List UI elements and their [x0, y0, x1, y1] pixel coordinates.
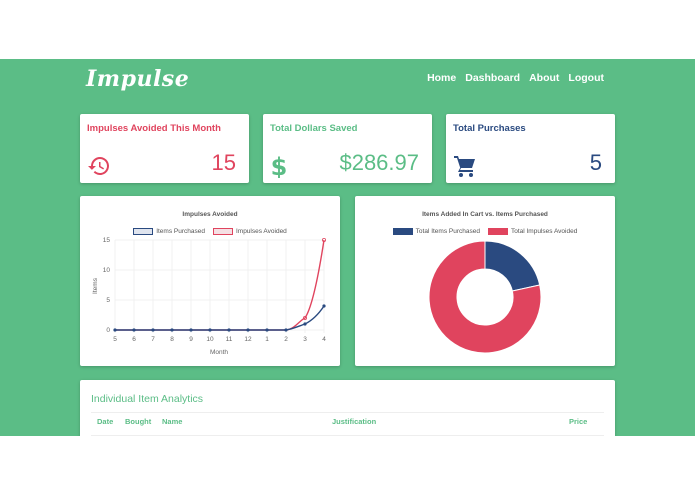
stat-title: Impulses Avoided This Month — [87, 123, 221, 134]
svg-text:2: 2 — [284, 336, 288, 343]
svg-text:1: 1 — [265, 336, 269, 343]
legend-impulses-avoided[interactable]: Impulses Avoided — [212, 228, 287, 235]
stat-title: Total Purchases — [453, 123, 526, 134]
divider — [91, 435, 604, 436]
nav-home[interactable]: Home — [427, 72, 457, 84]
stat-card-impulses-avoided: Impulses Avoided This Month 15 — [80, 114, 249, 183]
svg-text:10: 10 — [103, 267, 111, 274]
stat-card-dollars-saved: Total Dollars Saved $ $286.97 — [263, 114, 432, 183]
svg-text:6: 6 — [132, 336, 136, 343]
page-bottom — [0, 436, 695, 494]
svg-text:Items: Items — [92, 277, 99, 294]
column-header-date[interactable]: Date — [97, 417, 114, 426]
stat-value: 15 — [211, 150, 236, 175]
legend-swatch — [487, 228, 508, 235]
legend-label: Impulses Avoided — [235, 228, 287, 235]
stat-value: $286.97 — [339, 150, 419, 175]
legend-label: Total Impulses Avoided — [510, 228, 578, 235]
svg-text:5: 5 — [113, 336, 117, 343]
column-header-price[interactable]: Price — [569, 417, 588, 426]
svg-text:8: 8 — [170, 336, 174, 343]
donut-chart-card: Items Added In Cart vs. Items Purchased … — [355, 196, 615, 366]
stat-title: Total Dollars Saved — [270, 123, 358, 134]
stat-value: 5 — [589, 150, 602, 175]
svg-text:15: 15 — [103, 237, 111, 244]
stat-card-total-purchases: Total Purchases 5 — [446, 114, 615, 183]
analytics-title: Individual Item Analytics — [91, 393, 204, 405]
divider — [91, 412, 604, 413]
column-header-bought[interactable]: Bought — [125, 417, 152, 426]
legend-swatch — [133, 228, 154, 235]
legend-swatch — [392, 228, 413, 235]
history-icon — [88, 157, 109, 175]
donut-chart-plot — [428, 240, 542, 354]
legend-total-impulses-avoided[interactable]: Total Impulses Avoided — [487, 228, 578, 235]
donut-chart-title: Items Added In Cart vs. Items Purchased — [422, 211, 548, 218]
svg-text:9: 9 — [189, 336, 193, 343]
line-chart-legend: Items Purchased Impulses Avoided — [80, 228, 340, 235]
line-chart-plot: 15 10 5 0 5 6 7 8 9 10 11 12 1 2 3 4 Mon… — [92, 237, 326, 356]
legend-items-purchased[interactable]: Items Purchased — [133, 228, 205, 235]
svg-text:3: 3 — [303, 336, 307, 343]
line-chart-title: Impulses Avoided — [182, 211, 238, 218]
navbar: Impulse Home Dashboard About Logout — [0, 59, 695, 103]
nav-dashboard[interactable]: Dashboard — [465, 72, 521, 84]
column-header-name[interactable]: Name — [162, 417, 183, 426]
legend-total-items-purchased[interactable]: Total Items Purchased — [392, 228, 480, 235]
cart-icon — [454, 156, 475, 177]
svg-text:4: 4 — [322, 336, 326, 343]
dollar-icon: $ — [271, 154, 288, 178]
legend-label: Items Purchased — [156, 228, 205, 235]
svg-text:0: 0 — [106, 327, 110, 334]
svg-text:5: 5 — [106, 297, 110, 304]
nav-about[interactable]: About — [529, 72, 560, 84]
svg-text:11: 11 — [226, 336, 233, 343]
legend-label: Total Items Purchased — [415, 228, 480, 235]
nav-logout[interactable]: Logout — [568, 72, 604, 84]
svg-text:$: $ — [271, 154, 288, 178]
donut-chart-legend: Total Items Purchased Total Impulses Avo… — [355, 228, 615, 235]
svg-text:12: 12 — [244, 336, 252, 343]
svg-text:Month: Month — [210, 349, 228, 356]
svg-text:7: 7 — [151, 336, 155, 343]
column-header-justification[interactable]: Justification — [332, 417, 377, 426]
nav-links: Home Dashboard About Logout — [427, 72, 604, 84]
svg-text:10: 10 — [206, 336, 214, 343]
legend-swatch — [212, 228, 233, 235]
line-chart-card: Impulses Avoided Items Purchased Impulse… — [80, 196, 340, 366]
brand-logo[interactable]: Impulse — [86, 66, 190, 92]
